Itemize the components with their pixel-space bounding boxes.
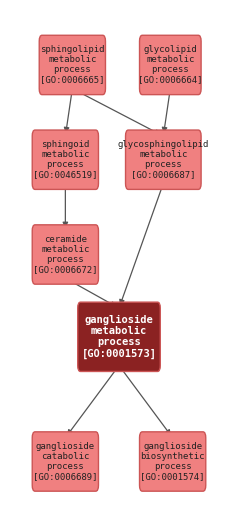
FancyBboxPatch shape	[39, 35, 105, 95]
FancyBboxPatch shape	[139, 35, 201, 95]
FancyBboxPatch shape	[139, 432, 206, 491]
Text: glycosphingolipid
metabolic
process
[GO:0006687]: glycosphingolipid metabolic process [GO:…	[118, 140, 209, 179]
FancyBboxPatch shape	[78, 302, 160, 372]
Text: ceramide
metabolic
process
[GO:0006672]: ceramide metabolic process [GO:0006672]	[33, 235, 98, 274]
Text: sphingolipid
metabolic
process
[GO:0006665]: sphingolipid metabolic process [GO:00066…	[40, 45, 105, 84]
FancyBboxPatch shape	[32, 432, 99, 491]
FancyBboxPatch shape	[32, 225, 99, 284]
Text: ganglioside
metabolic
process
[GO:0001573]: ganglioside metabolic process [GO:000157…	[81, 315, 157, 359]
FancyBboxPatch shape	[125, 130, 201, 189]
Text: sphingoid
metabolic
process
[GO:0046519]: sphingoid metabolic process [GO:0046519]	[33, 140, 98, 179]
Text: ganglioside
biosynthetic
process
[GO:0001574]: ganglioside biosynthetic process [GO:000…	[140, 442, 205, 481]
FancyBboxPatch shape	[32, 130, 99, 189]
Text: glycolipid
metabolic
process
[GO:0006664]: glycolipid metabolic process [GO:0006664…	[138, 45, 203, 84]
Text: ganglioside
catabolic
process
[GO:0006689]: ganglioside catabolic process [GO:000668…	[33, 442, 98, 481]
